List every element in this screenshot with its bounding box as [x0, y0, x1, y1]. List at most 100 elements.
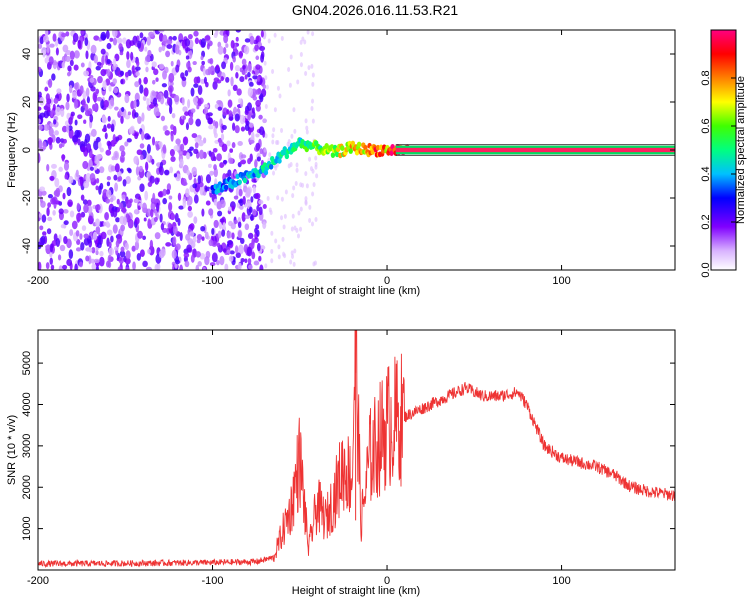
noise-cell [252, 95, 258, 101]
noise-cell [136, 252, 142, 261]
noise-cell [100, 231, 107, 240]
noise-cell [66, 93, 70, 103]
noise-cell [135, 71, 140, 77]
noise-cell [69, 229, 74, 237]
noise-cell [241, 58, 247, 66]
x-tick-label: -200 [27, 575, 49, 587]
noise-cell [174, 44, 180, 55]
noise-cell [173, 94, 180, 103]
noise-cell [83, 233, 89, 239]
noise-cell [38, 43, 43, 49]
noise-cell [215, 64, 220, 71]
noise-cell [42, 35, 49, 43]
noise-cell [180, 143, 185, 152]
noise-cell [96, 96, 103, 102]
noise-cell [215, 30, 219, 36]
noise-cell [103, 221, 107, 227]
noise-cell [112, 78, 118, 85]
noise-cell [273, 32, 277, 38]
noise-cell [43, 124, 50, 131]
noise-cell [139, 249, 145, 257]
noise-cell [204, 231, 209, 240]
noise-cell [168, 72, 175, 83]
noise-cell [215, 260, 220, 266]
noise-cell [138, 165, 143, 173]
noise-cell [186, 152, 191, 160]
noise-cell [61, 125, 68, 133]
noise-cell [227, 206, 232, 212]
noise-cell [311, 31, 315, 37]
noise-cell [151, 91, 157, 97]
noise-cell [292, 107, 296, 113]
noise-cell [196, 238, 201, 244]
noise-cell [247, 232, 254, 239]
noise-cell [195, 264, 200, 270]
noise-cell [49, 43, 55, 48]
noise-cell [133, 198, 140, 204]
noise-cell [230, 76, 234, 87]
noise-cell [129, 198, 133, 203]
noise-cell [83, 70, 90, 77]
noise-cell [262, 204, 267, 209]
noise-cell [313, 260, 317, 266]
noise-cell [106, 181, 111, 187]
noise-cell [162, 34, 168, 45]
noise-cell [99, 250, 104, 257]
noise-cell [244, 38, 251, 43]
noise-cell [226, 109, 230, 115]
noise-cell [148, 31, 155, 38]
noise-cell [141, 130, 145, 141]
noise-cell [49, 257, 53, 265]
noise-cell [258, 255, 262, 262]
noise-cell [83, 237, 90, 246]
noise-cell [68, 175, 74, 184]
noise-cell [304, 118, 308, 124]
noise-cell [305, 129, 309, 135]
noise-cell [155, 111, 161, 116]
noise-cell [208, 163, 212, 168]
noise-cell [165, 242, 172, 247]
noise-cell [127, 111, 132, 116]
noise-cell [135, 166, 140, 176]
noise-cell [208, 208, 214, 216]
noise-cell [270, 258, 274, 264]
noise-cell [187, 98, 191, 109]
noise-cell [225, 76, 230, 83]
noise-cell [251, 107, 255, 114]
noise-cell [158, 30, 165, 33]
noise-cell [147, 181, 153, 187]
noise-cell [258, 199, 264, 205]
noise-cell [175, 243, 181, 251]
snr-plot-area [38, 330, 675, 569]
noise-cell [122, 37, 127, 44]
noise-cell [231, 142, 236, 149]
noise-cell [87, 215, 93, 225]
noise-cell [189, 146, 194, 151]
noise-cell [186, 169, 191, 176]
noise-cell [50, 110, 54, 118]
signal-cell [348, 148, 353, 154]
noise-cell [72, 91, 78, 99]
noise-cell [292, 261, 296, 267]
noise-cell [263, 60, 267, 66]
noise-cell [99, 147, 104, 153]
noise-cell [93, 155, 100, 165]
noise-cell [100, 48, 106, 55]
noise-cell [234, 245, 239, 254]
noise-cell [70, 111, 75, 117]
noise-cell [311, 81, 315, 87]
noise-cell [85, 172, 92, 183]
noise-cell [86, 142, 92, 153]
noise-cell [124, 242, 129, 251]
noise-cell [223, 34, 229, 44]
noise-cell [185, 188, 190, 198]
noise-cell [240, 237, 245, 244]
noise-cell [58, 143, 63, 149]
noise-cell [212, 147, 218, 153]
noise-cell [181, 97, 185, 106]
noise-cell [234, 125, 240, 134]
noise-cell [38, 118, 41, 124]
noise-cell [296, 79, 300, 85]
noise-cell [137, 40, 142, 49]
noise-cell [67, 65, 72, 72]
